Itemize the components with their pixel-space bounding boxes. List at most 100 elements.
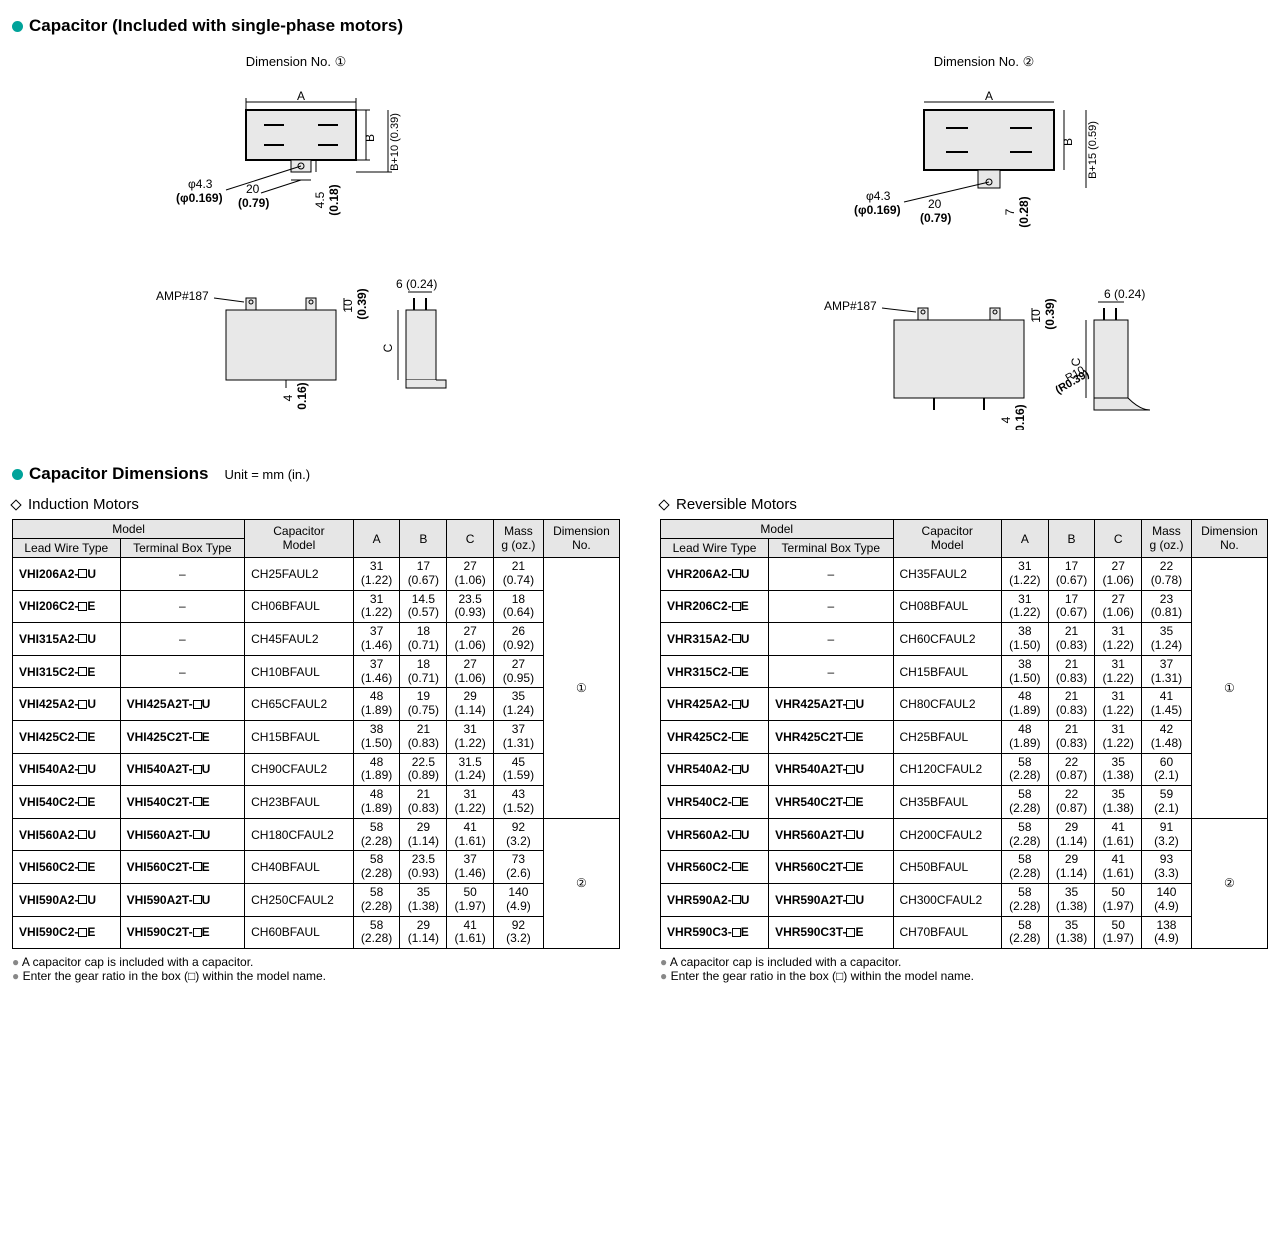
cell-val: 17(0.67) [1048, 558, 1095, 591]
reversible-block: Reversible Motors Model CapacitorModel A… [660, 492, 1268, 983]
cell-cap: CH200CFAUL2 [893, 818, 1001, 851]
table-row: VHI315C2-E–CH10BFAUL37(1.46)18(0.71)27(1… [13, 655, 620, 688]
cell-val: 58(2.28) [1001, 851, 1048, 884]
cell-lead: VHR315C2-E [661, 655, 769, 688]
cell-val: 92(3.2) [494, 916, 544, 949]
section-title-capacitor: Capacitor (Included with single-phase mo… [12, 16, 1268, 36]
svg-text:φ4.3: φ4.3 [188, 177, 213, 191]
cell-val: 60(2.1) [1142, 753, 1192, 786]
cell-val: 27(1.06) [447, 558, 494, 591]
cell-val: 48(1.89) [1001, 688, 1048, 721]
reversible-table: Model CapacitorModel A B C Massg (oz.) D… [660, 519, 1268, 949]
cell-val: 21(0.83) [1048, 623, 1095, 656]
cell-val: 42(1.48) [1142, 720, 1192, 753]
cell-val: 31(1.22) [1095, 720, 1142, 753]
cell-val: 18(0.71) [400, 623, 447, 656]
cell-lead: VHI560C2-E [13, 851, 121, 884]
th-b: B [1048, 520, 1095, 558]
cell-cap: CH35BFAUL [893, 786, 1001, 819]
th-model: Model [13, 520, 245, 539]
table-row: VHR315C2-E–CH15BFAUL38(1.50)21(0.83)31(1… [661, 655, 1268, 688]
cell-val: 31(1.22) [353, 590, 400, 623]
cell-val: 31(1.22) [1001, 558, 1048, 591]
cell-val: 35(1.24) [494, 688, 544, 721]
cell-val: 43(1.52) [494, 786, 544, 819]
cell-dim-no: ① [1191, 558, 1267, 819]
cell-val: 27(1.06) [447, 623, 494, 656]
cell-lead: VHI425A2-U [13, 688, 121, 721]
cell-val: 58(2.28) [1001, 786, 1048, 819]
cell-val: 58(2.28) [1001, 883, 1048, 916]
cell-val: 37(1.31) [494, 720, 544, 753]
cell-term: VHI590A2T-U [120, 883, 245, 916]
cell-val: 31.5(1.24) [447, 753, 494, 786]
cell-val: 38(1.50) [1001, 655, 1048, 688]
diagram-col-2: Dimension No. ② A B B+15 (0.59) φ4.3 (φ0… [700, 54, 1268, 430]
svg-text:A: A [297, 90, 305, 103]
cell-val: 21(0.83) [1048, 720, 1095, 753]
cell-cap: CH06BFAUL [245, 590, 354, 623]
cell-cap: CH23BFAUL [245, 786, 354, 819]
cell-lead: VHI315A2-U [13, 623, 121, 656]
diagram-2-side: AMP#187 10 (0.39) 4 (0.16) 6 (0.24) C R1… [794, 270, 1174, 430]
cell-cap: CH35FAUL2 [893, 558, 1001, 591]
table-row: VHI560C2-EVHI560C2T-ECH40BFAUL58(2.28)23… [13, 851, 620, 884]
cell-lead: VHR315A2-U [661, 623, 769, 656]
cell-lead: VHR206C2-E [661, 590, 769, 623]
cell-val: 58(2.28) [1001, 916, 1048, 949]
unit-note: Unit = mm (in.) [225, 467, 311, 482]
cell-val: 37(1.46) [353, 623, 400, 656]
cell-val: 35(1.24) [1142, 623, 1192, 656]
cell-term: VHR560C2T-E [769, 851, 893, 884]
th-dim: DimensionNo. [1191, 520, 1267, 558]
cell-val: 29(1.14) [1048, 851, 1095, 884]
table-row: VHR560C2-EVHR560C2T-ECH50BFAUL58(2.28)29… [661, 851, 1268, 884]
cell-val: 50(1.97) [447, 883, 494, 916]
svg-text:(0.18): (0.18) [327, 184, 341, 215]
cell-val: 48(1.89) [353, 753, 400, 786]
th-a: A [1001, 520, 1048, 558]
cell-val: 48(1.89) [353, 786, 400, 819]
cell-term: – [769, 655, 893, 688]
svg-text:A: A [985, 90, 993, 103]
cell-val: 38(1.50) [353, 720, 400, 753]
cell-term: VHR560A2T-U [769, 818, 893, 851]
dim-label-1: Dimension No. ① [246, 54, 347, 70]
cell-val: 41(1.45) [1142, 688, 1192, 721]
table-row: VHI315A2-U–CH45FAUL237(1.46)18(0.71)27(1… [13, 623, 620, 656]
table-row: VHI540C2-EVHI540C2T-ECH23BFAUL48(1.89)21… [13, 786, 620, 819]
cell-val: 21(0.83) [400, 720, 447, 753]
cell-lead: VHR560A2-U [661, 818, 769, 851]
cell-val: 35(1.38) [1048, 916, 1095, 949]
table-row: VHR425A2-UVHR425A2T-UCH80CFAUL248(1.89)2… [661, 688, 1268, 721]
cell-term: – [120, 655, 245, 688]
svg-text:4.5: 4.5 [313, 191, 327, 208]
cell-lead: VHR540C2-E [661, 786, 769, 819]
cell-val: 58(2.28) [353, 851, 400, 884]
svg-text:(0.79): (0.79) [920, 211, 951, 225]
cell-val: 50(1.97) [1095, 883, 1142, 916]
table-row: VHI590A2-UVHI590A2T-UCH250CFAUL258(2.28)… [13, 883, 620, 916]
cell-val: 21(0.74) [494, 558, 544, 591]
cell-val: 41(1.61) [1095, 851, 1142, 884]
cell-val: 140(4.9) [1142, 883, 1192, 916]
svg-text:6 (0.24): 6 (0.24) [396, 277, 437, 291]
cell-cap: CH45FAUL2 [245, 623, 354, 656]
th-cap: CapacitorModel [893, 520, 1001, 558]
cell-cap: CH15BFAUL [893, 655, 1001, 688]
cell-val: 35(1.38) [400, 883, 447, 916]
th-c: C [447, 520, 494, 558]
cell-val: 35(1.38) [1095, 753, 1142, 786]
cell-val: 92(3.2) [494, 818, 544, 851]
svg-text:B+10 (0.39): B+10 (0.39) [389, 113, 401, 171]
dim-label-2: Dimension No. ② [934, 54, 1035, 70]
svg-text:C: C [381, 343, 395, 352]
cell-val: 48(1.89) [353, 688, 400, 721]
cell-cap: CH25FAUL2 [245, 558, 354, 591]
cell-val: 22(0.87) [1048, 786, 1095, 819]
svg-text:B: B [1061, 138, 1075, 146]
cell-lead: VHR560C2-E [661, 851, 769, 884]
th-term: Terminal Box Type [120, 539, 245, 558]
cell-val: 17(0.67) [1048, 590, 1095, 623]
cell-cap: CH250CFAUL2 [245, 883, 354, 916]
